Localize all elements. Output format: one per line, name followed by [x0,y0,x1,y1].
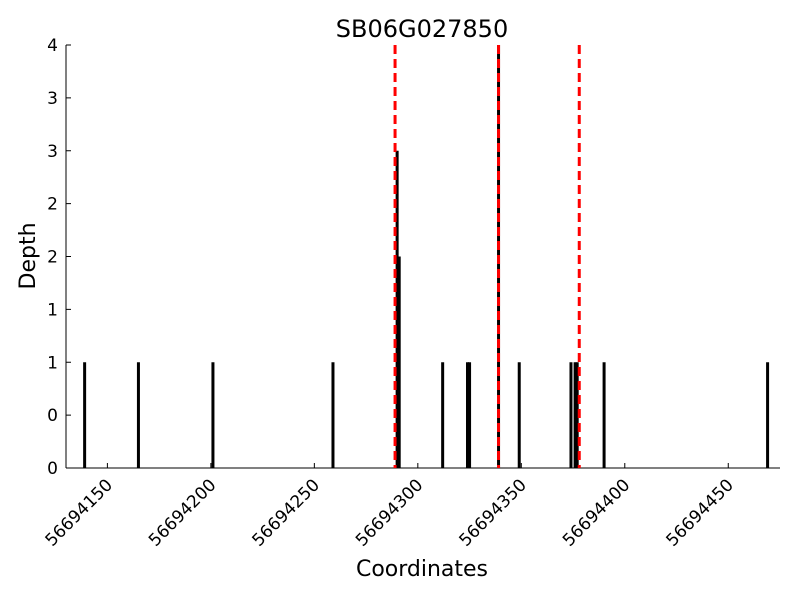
depth-bar [602,362,606,468]
x-tick-label: 56694200 [145,475,220,550]
y-tick-label: 1 [47,300,58,320]
plot-area: 0 0 1 1 2 2 3 3 4 56694150 56694200 56694250 5669430… [42,36,780,551]
y-tick-label: 2 [47,248,58,268]
y-tick-label: 1 [47,353,58,373]
y-tick-label: 0 [47,459,58,479]
depth-bar [441,362,445,468]
x-tick-label: 56694400 [559,475,634,550]
x-tick-label: 56694300 [352,475,427,550]
depth-bar [136,362,140,468]
x-tick-label: 56694250 [249,475,324,550]
depth-bar [569,362,573,468]
y-tick-label: 2 [47,195,58,215]
x-tick-label: 56694350 [456,475,531,550]
depth-bar [211,362,215,468]
y-tick-label: 0 [47,406,58,426]
depth-bar [468,362,472,468]
depth-bar [397,256,401,468]
x-axis-label: Coordinates [356,557,488,582]
chart-title: SB06G027850 [336,15,508,43]
depth-bar [331,362,335,468]
depth-bar [465,362,469,468]
depth-bar [395,150,399,468]
depth-bar [573,362,577,468]
depth-bar [575,362,579,468]
y-tick-label: 3 [47,89,58,109]
x-tick-label: 56694450 [662,475,737,550]
depth-bar [766,362,770,468]
depth-bar [83,362,87,468]
y-axis-label: Depth [16,222,41,289]
y-tick-label: 3 [47,142,58,162]
x-tick-label: 56694150 [42,475,117,550]
y-tick-label: 4 [47,36,58,56]
depth-bar [517,362,521,468]
